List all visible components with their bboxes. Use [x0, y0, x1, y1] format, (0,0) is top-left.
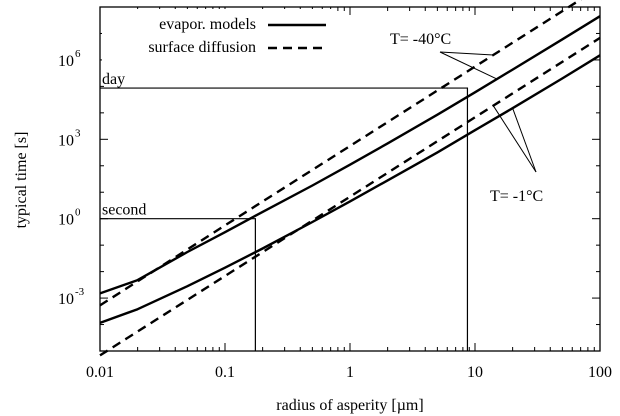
y-tick-label: 10	[58, 212, 74, 229]
y-tick-exponent: 6	[75, 48, 81, 60]
reference-line-second	[100, 218, 256, 351]
legend-box	[102, 9, 332, 61]
reference-label-day: day	[102, 71, 125, 88]
y-tick-exponent: 0	[75, 207, 81, 219]
y-tick-label: 10	[58, 132, 74, 149]
annotation-t-minus-40: T= -40°C	[390, 31, 451, 48]
reference-label-second: second	[102, 202, 146, 219]
y-tick-exponent: 3	[75, 127, 81, 139]
y-axis-title: typical time [s]	[13, 132, 30, 229]
x-tick-label: 100	[588, 364, 612, 381]
annotation-pointers	[439, 51, 537, 173]
reference-lines: day second	[100, 71, 469, 351]
x-axis-title: radius of asperity [µm]	[276, 397, 423, 414]
y-tick-exponent: -3	[75, 286, 85, 298]
annotation-pointer	[439, 51, 494, 56]
curve-dashed-t40c	[99, 0, 583, 307]
y-tick-label: 10	[58, 53, 74, 70]
legend-label-diffusion: surface diffusion	[148, 39, 256, 56]
x-tick-label: 10	[467, 364, 483, 381]
annotation-pointer	[439, 51, 498, 80]
legend: evapor. models surface diffusion	[102, 9, 332, 61]
annotation-pointer	[512, 108, 537, 173]
annotation-t-minus-1: T= -1°C	[490, 188, 543, 205]
annotation-pointer	[492, 105, 537, 173]
x-tick-label: 0.01	[86, 364, 114, 381]
x-tick-label: 1	[346, 364, 354, 381]
curve-dashed-t1c	[99, 36, 601, 357]
x-tick-label: 0.1	[215, 364, 235, 381]
legend-label-evapor: evapor. models	[159, 16, 256, 33]
reference-line-day	[100, 87, 469, 351]
y-tick-label: 10	[58, 291, 74, 308]
curve-solid-t40c	[99, 15, 601, 295]
